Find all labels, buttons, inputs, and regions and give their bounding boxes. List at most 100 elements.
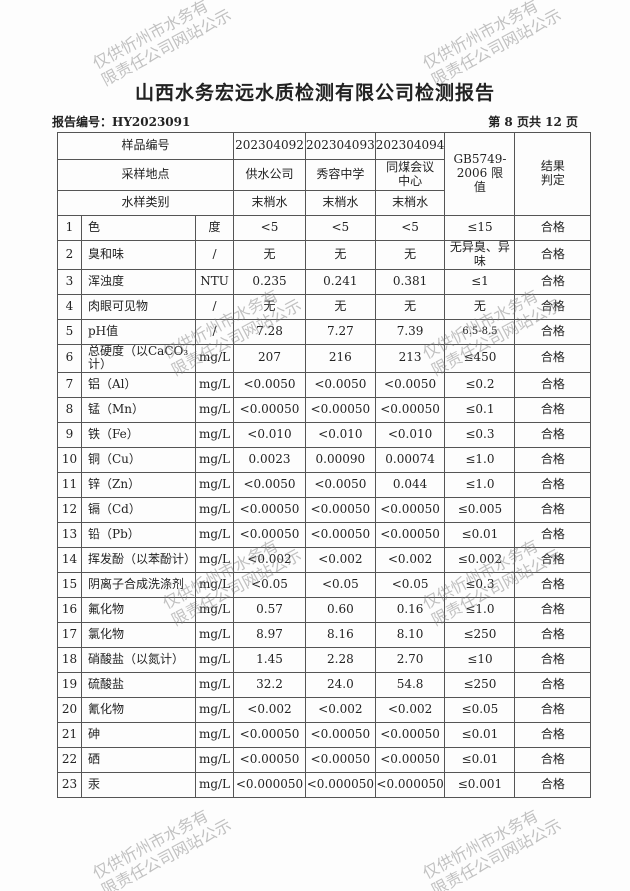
sample1-value: <0.00050 bbox=[233, 497, 306, 524]
result-header: 结果判定 bbox=[514, 132, 592, 216]
sample1-value: <0.00050 bbox=[233, 747, 306, 774]
item-name: 臭和味 bbox=[81, 240, 196, 270]
table-row: 10 铜（Cu） mg/L 0.0023 0.00090 0.00074 ≤1.0 合格 bbox=[57, 447, 592, 474]
sample2-value: 7.27 bbox=[305, 318, 376, 345]
standard-limit: ≤1 bbox=[444, 268, 516, 295]
sample2-value: 2.28 bbox=[305, 647, 376, 674]
item-no: 7 bbox=[57, 372, 82, 399]
sample2-value: <0.00050 bbox=[305, 397, 376, 424]
sample1-value: <0.000050 bbox=[233, 772, 306, 799]
standard-limit: ≤0.2 bbox=[444, 372, 516, 399]
sample3-value: <0.002 bbox=[374, 547, 446, 574]
watermark: 仅供忻州市水务有 限责任公司网站公示 bbox=[89, 805, 235, 891]
sample3-value: 0.381 bbox=[374, 268, 446, 295]
sample2-value: 无 bbox=[305, 293, 376, 320]
item-unit: mg/L bbox=[195, 697, 234, 724]
standard-limit: ≤450 bbox=[444, 343, 516, 374]
standard-limit: ≤0.01 bbox=[444, 522, 516, 549]
table-row: 19 硫酸盐 mg/L 32.2 24.0 54.8 ≤250 合格 bbox=[57, 672, 592, 699]
sample-type: 末梢水 bbox=[374, 190, 446, 216]
sample2-value: 0.241 bbox=[305, 268, 376, 295]
item-unit: mg/L bbox=[195, 722, 234, 749]
item-name: 铝（Al） bbox=[81, 372, 196, 399]
sample3-value: 8.10 bbox=[374, 622, 446, 649]
sample2-value: <0.002 bbox=[305, 547, 376, 574]
sample1-value: 8.97 bbox=[233, 622, 306, 649]
sample-site: 同煤会议中心 bbox=[374, 159, 446, 191]
sample3-value: 7.39 bbox=[374, 318, 446, 345]
result-verdict: 合格 bbox=[514, 447, 592, 474]
item-no: 3 bbox=[57, 268, 82, 295]
table-row: 2 臭和味 / 无无无无异臭、异味 合格 bbox=[57, 240, 592, 270]
item-name: 挥发酚（以苯酚计） bbox=[81, 547, 196, 574]
standard-limit: 6.5-8.5 bbox=[444, 318, 516, 345]
item-unit: mg/L bbox=[195, 597, 234, 624]
sample1-value: 0.57 bbox=[233, 597, 306, 624]
sample2-value: 0.00090 bbox=[305, 447, 376, 474]
item-name: 硒 bbox=[81, 747, 196, 774]
sample1-value: <0.0050 bbox=[233, 372, 306, 399]
item-unit: mg/L bbox=[195, 672, 234, 699]
item-unit: mg/L bbox=[195, 472, 234, 499]
header-row-type: 水样类别 末梢水 末梢水 末梢水 bbox=[57, 190, 591, 216]
sample1-value: <0.00050 bbox=[233, 397, 306, 424]
sample1-value: <0.002 bbox=[233, 697, 306, 724]
item-unit: mg/L bbox=[195, 422, 234, 449]
result-verdict: 合格 bbox=[514, 268, 592, 295]
item-unit: mg/L bbox=[195, 447, 234, 474]
sample1-value: 0.235 bbox=[233, 268, 306, 295]
standard-limit: ≤10 bbox=[444, 647, 516, 674]
table-row: 12 镉（Cd） mg/L <0.00050 <0.00050 <0.00050 ≤0.00… bbox=[57, 497, 592, 524]
standard-limit: ≤1.0 bbox=[444, 447, 516, 474]
sample2-value: <0.00050 bbox=[305, 722, 376, 749]
sample1-value: <0.05 bbox=[233, 572, 306, 599]
item-name: 阴离子合成洗涤剂 bbox=[81, 572, 196, 599]
standard-limit: ≤0.3 bbox=[444, 572, 516, 599]
standard-limit: ≤0.01 bbox=[444, 747, 516, 774]
table-row: 11 锌（Zn） mg/L <0.0050 <0.0050 0.044 ≤1.0 合格 bbox=[57, 472, 592, 499]
standard-limit: ≤0.3 bbox=[444, 422, 516, 449]
result-verdict: 合格 bbox=[514, 372, 592, 399]
item-name: 锰（Mn） bbox=[81, 397, 196, 424]
item-name: 总硬度（以CaCO₃计） bbox=[81, 343, 196, 374]
result-verdict: 合格 bbox=[514, 697, 592, 724]
sample2-value: 无 bbox=[305, 240, 376, 270]
result-verdict: 合格 bbox=[514, 215, 592, 241]
sample1-value: 0.0023 bbox=[233, 447, 306, 474]
table-row: 14 挥发酚（以苯酚计） mg/L <0.002 <0.002 <0.002 ≤0.002 合… bbox=[57, 547, 592, 574]
site-label: 采样地点 bbox=[57, 159, 234, 191]
sample3-value: <0.0050 bbox=[374, 372, 446, 399]
table-row: 22 硒 mg/L <0.00050 <0.00050 <0.00050 ≤0.01 合格 bbox=[57, 747, 592, 774]
sample2-value: <0.010 bbox=[305, 422, 376, 449]
standard-limit: ≤0.002 bbox=[444, 547, 516, 574]
standard-limit: ≤0.001 bbox=[444, 772, 516, 799]
result-verdict: 合格 bbox=[514, 772, 592, 799]
result-verdict: 合格 bbox=[514, 318, 592, 345]
sample3-value: <5 bbox=[374, 215, 446, 241]
sample2-value: 0.60 bbox=[305, 597, 376, 624]
report-number: 报告编号：HY2023091 bbox=[52, 115, 191, 129]
item-unit: mg/L bbox=[195, 343, 234, 374]
result-verdict: 合格 bbox=[514, 397, 592, 424]
sample3-value: 0.16 bbox=[374, 597, 446, 624]
table-row: 17 氯化物 mg/L 8.97 8.16 8.10 ≤250 合格 bbox=[57, 622, 592, 649]
sample-type: 末梢水 bbox=[233, 190, 306, 216]
item-unit: NTU bbox=[195, 268, 234, 295]
standard-limit: 无 bbox=[444, 293, 516, 320]
item-no: 22 bbox=[57, 747, 82, 774]
item-name: 浑浊度 bbox=[81, 268, 196, 295]
item-unit: / bbox=[195, 318, 234, 345]
table-row: 15 阴离子合成洗涤剂 mg/L <0.05 <0.05 <0.05 ≤0.3 合格 bbox=[57, 572, 592, 599]
item-no: 13 bbox=[57, 522, 82, 549]
item-no: 15 bbox=[57, 572, 82, 599]
table-row: 8 锰（Mn） mg/L <0.00050 <0.00050 <0.00050 ≤0.1 合格 bbox=[57, 397, 592, 424]
sample2-value: <0.00050 bbox=[305, 497, 376, 524]
item-name: 锌（Zn） bbox=[81, 472, 196, 499]
result-verdict: 合格 bbox=[514, 522, 592, 549]
result-verdict: 合格 bbox=[514, 647, 592, 674]
result-verdict: 合格 bbox=[514, 422, 592, 449]
sample2-value: <5 bbox=[305, 215, 376, 241]
sample3-value: <0.00050 bbox=[374, 397, 446, 424]
item-unit: mg/L bbox=[195, 572, 234, 599]
table-row: 9 铁（Fe） mg/L <0.010 <0.010 <0.010 ≤0.3 合格 bbox=[57, 422, 592, 449]
